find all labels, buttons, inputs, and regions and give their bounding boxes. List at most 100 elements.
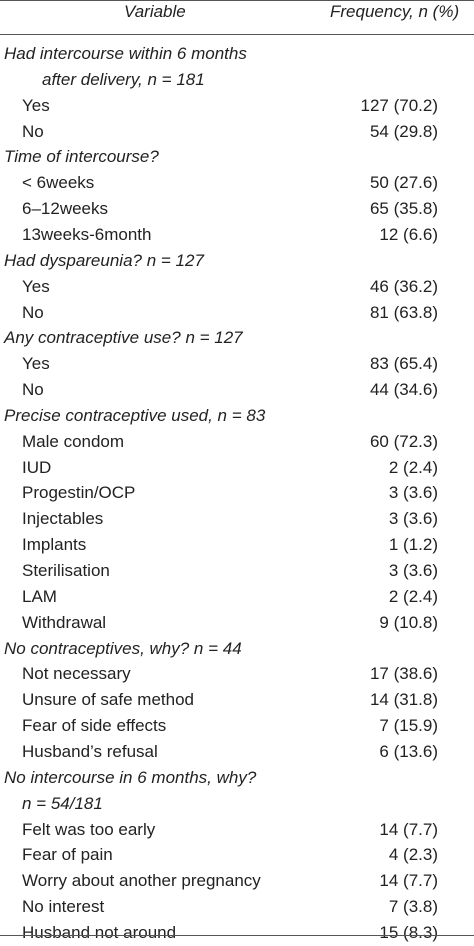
row-label: Felt was too early xyxy=(22,819,156,839)
row-label: Progestin/OCP xyxy=(22,483,136,503)
table-row: Yes 83 (65.4) xyxy=(0,351,474,377)
table-header: Variable Frequency, n (%) xyxy=(0,0,474,34)
frequency-value: 2 (2.4) xyxy=(388,586,438,606)
row-label: Fear of side effects xyxy=(22,716,167,736)
frequency-value: 6 (13.6) xyxy=(379,741,438,761)
category-row: Precise contraceptive used, n = 83 xyxy=(0,403,474,429)
header-rule xyxy=(0,34,474,35)
table-row: Implants 1 (1.2) xyxy=(0,532,474,558)
frequency-value: 3 (3.6) xyxy=(388,561,438,580)
row-label: Yes xyxy=(22,276,50,296)
variable-column-header: Variable xyxy=(124,2,186,21)
table-row: Injectables 3 (3.6) xyxy=(0,506,474,532)
row-label: Not necessary xyxy=(22,664,131,684)
category-row: No contraceptives, why? n = 44 xyxy=(0,636,474,662)
category-label: Had dyspareunia? n = 127 xyxy=(4,250,204,270)
table-row: Yes 127 (70.2) xyxy=(0,93,474,119)
row-label: No xyxy=(22,302,44,322)
row-label: Worry about another pregnancy xyxy=(22,871,261,891)
frequency-value: 7 (15.9) xyxy=(379,716,438,736)
table-row: Male condom 60 (72.3) xyxy=(0,429,474,455)
row-label: < 6weeks xyxy=(22,173,95,193)
frequency-value: 54 (29.8) xyxy=(369,121,438,141)
category-row: No intercourse in 6 months, why? xyxy=(0,765,474,791)
category-label: No contraceptives, why? n = 44 xyxy=(4,638,242,658)
table-row: IUD 2 (2.4) xyxy=(0,455,474,481)
row-label: Sterilisation xyxy=(22,561,110,580)
row-label: No xyxy=(22,121,44,141)
frequency-value: 2 (2.4) xyxy=(388,457,438,477)
table-row: Husband not around 15 (8.3) xyxy=(0,920,474,946)
frequency-value: 12 (6.6) xyxy=(379,224,438,244)
table-row: Worry about another pregnancy 14 (7.7) xyxy=(0,868,474,894)
category-row: Had dyspareunia? n = 127 xyxy=(0,248,474,274)
table-row: < 6weeks 50 (27.6) xyxy=(0,170,474,196)
frequency-value: 7 (3.8) xyxy=(388,897,438,917)
row-label: Withdrawal xyxy=(22,612,107,632)
table-row: Withdrawal 9 (10.8) xyxy=(0,610,474,636)
frequency-column-header: Frequency, n (%) xyxy=(330,2,460,21)
row-label: Injectables xyxy=(22,509,104,529)
frequency-value: 4 (2.3) xyxy=(388,845,438,865)
row-label: IUD xyxy=(22,457,52,477)
table-row: Unsure of safe method 14 (31.8) xyxy=(0,687,474,713)
row-label: Fear of pain xyxy=(22,845,113,865)
row-label: Yes xyxy=(22,95,50,115)
category-row: Time of intercourse? xyxy=(0,144,474,170)
frequency-value: 46 (36.2) xyxy=(369,276,438,296)
frequency-value: 17 (38.6) xyxy=(369,664,438,684)
row-label: Yes xyxy=(22,354,50,374)
frequency-value: 14 (31.8) xyxy=(369,690,438,710)
row-label: 13weeks-6month xyxy=(22,224,152,244)
category-label: No intercourse in 6 months, why? xyxy=(4,767,257,787)
table-row: Progestin/OCP 3 (3.6) xyxy=(0,480,474,506)
row-label: No xyxy=(22,380,44,400)
category-row: Any contraceptive use? n = 127 xyxy=(0,325,474,351)
category-label: Time of intercourse? xyxy=(4,147,159,167)
frequency-value: 14 (7.7) xyxy=(379,819,438,839)
row-label: Husband’s refusal xyxy=(22,741,158,761)
category-row: Had intercourse within 6 months xyxy=(0,41,474,67)
frequency-value: 1 (1.2) xyxy=(388,535,438,555)
frequency-value: 9 (10.8) xyxy=(379,612,438,632)
row-label: 6–12weeks xyxy=(22,199,109,219)
category-row: after delivery, n = 181 xyxy=(0,67,474,93)
table-row: No 81 (63.8) xyxy=(0,300,474,326)
frequency-value: 44 (34.6) xyxy=(369,380,438,400)
row-label: No interest xyxy=(22,897,105,917)
table-row: 13weeks-6month 12 (6.6) xyxy=(0,222,474,248)
frequency-value: 81 (63.8) xyxy=(369,302,438,322)
table-row: Husband’s refusal 6 (13.6) xyxy=(0,739,474,765)
frequency-value: 14 (7.7) xyxy=(379,871,438,891)
table-row: No interest 7 (3.8) xyxy=(0,894,474,920)
row-label: Husband not around xyxy=(22,922,177,942)
table-row: Fear of pain 4 (2.3) xyxy=(0,842,474,868)
row-label: LAM xyxy=(22,586,57,606)
category-label: after delivery, n = 181 xyxy=(42,69,205,89)
table-row: Sterilisation 3 (3.6) xyxy=(0,558,474,584)
category-label: n = 54/181 xyxy=(22,793,103,813)
category-row: n = 54/181 xyxy=(0,791,474,817)
table-row: Not necessary 17 (38.6) xyxy=(0,661,474,687)
table-row: Yes 46 (36.2) xyxy=(0,274,474,300)
frequency-value: 65 (35.8) xyxy=(369,199,438,219)
row-label: Male condom xyxy=(22,431,125,451)
category-label: Precise contraceptive used, n = 83 xyxy=(4,405,266,425)
frequency-value: 3 (3.6) xyxy=(388,483,438,503)
table-row: No 44 (34.6) xyxy=(0,377,474,403)
frequency-value: 15 (8.3) xyxy=(379,922,438,942)
table-row: Felt was too early 14 (7.7) xyxy=(0,817,474,843)
table-row: LAM 2 (2.4) xyxy=(0,584,474,610)
category-label: Had intercourse within 6 months xyxy=(4,44,247,63)
category-label: Any contraceptive use? n = 127 xyxy=(4,328,243,348)
frequency-value: 60 (72.3) xyxy=(369,431,438,451)
frequency-value: 127 (70.2) xyxy=(360,95,439,115)
table-top-rule xyxy=(0,0,474,1)
table-row: 6–12weeks 65 (35.8) xyxy=(0,196,474,222)
row-label: Implants xyxy=(22,535,87,555)
frequency-value: 50 (27.6) xyxy=(369,173,438,193)
table-row: Fear of side effects 7 (15.9) xyxy=(0,713,474,739)
frequency-value: 83 (65.4) xyxy=(369,354,438,374)
table-row: No 54 (29.8) xyxy=(0,119,474,145)
frequency-value: 3 (3.6) xyxy=(388,509,438,529)
